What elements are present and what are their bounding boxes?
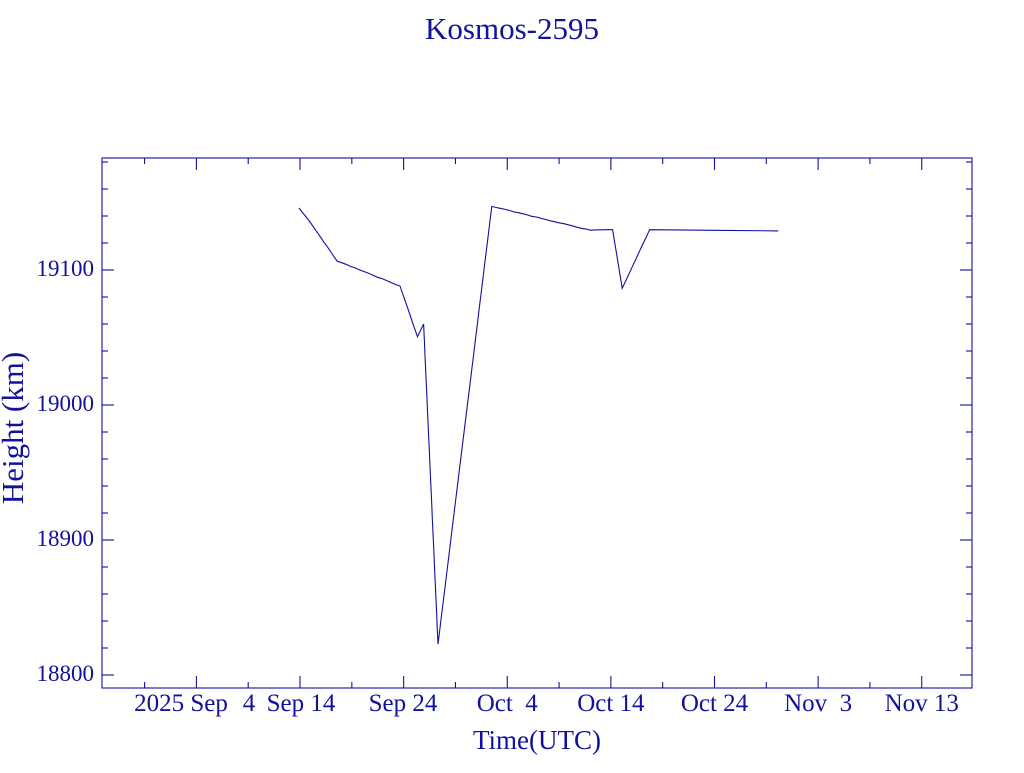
svg-text:Time(UTC): Time(UTC) <box>473 725 601 755</box>
svg-text:4: 4 <box>243 690 256 717</box>
svg-text:Height (km): Height (km) <box>0 352 30 504</box>
svg-text:Kosmos-2595: Kosmos-2595 <box>425 11 599 46</box>
svg-text:Sep 24: Sep 24 <box>369 690 438 717</box>
svg-text:Oct 4: Oct 4 <box>477 690 539 717</box>
svg-text:2025 Sep: 2025 Sep <box>134 690 228 717</box>
svg-text:18800: 18800 <box>37 661 95 686</box>
svg-text:Oct 24: Oct 24 <box>681 690 749 717</box>
svg-text:19100: 19100 <box>37 256 95 281</box>
svg-text:Nov 13: Nov 13 <box>885 690 959 717</box>
svg-text:Oct 14: Oct 14 <box>577 690 645 717</box>
svg-text:18900: 18900 <box>37 526 95 551</box>
svg-text:Sep 14: Sep 14 <box>267 690 336 717</box>
svg-text:19000: 19000 <box>37 391 95 416</box>
svg-text:Nov 3: Nov 3 <box>784 690 852 717</box>
